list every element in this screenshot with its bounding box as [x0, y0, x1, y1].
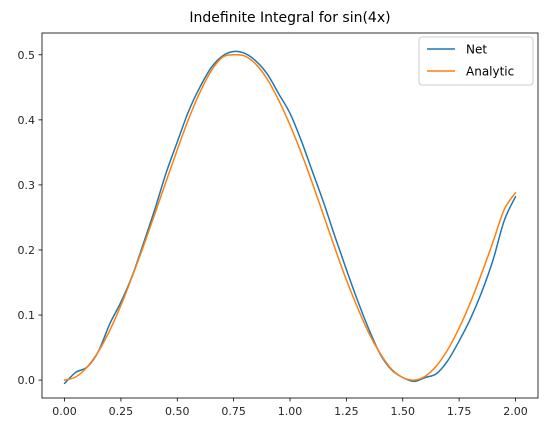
y-tick-label: 0.2 — [18, 244, 36, 257]
x-tick-label: 1.75 — [447, 405, 472, 418]
x-tick-label: 0.75 — [221, 405, 246, 418]
legend-label-analytic: Analytic — [466, 65, 514, 79]
x-tick-label: 1.25 — [334, 405, 359, 418]
x-axis: 0.00 0.25 0.50 0.75 1.00 1.25 1.50 1.75 2.00 — [52, 398, 528, 418]
x-tick-label: 1.00 — [278, 405, 303, 418]
y-tick-label: 0.4 — [18, 114, 36, 127]
series-line-analytic — [63, 53, 517, 381]
x-tick-label: 0.25 — [109, 405, 134, 418]
y-tick-label: 0.3 — [18, 179, 36, 192]
series-layer — [63, 50, 517, 385]
legend: Net Analytic — [418, 36, 534, 86]
y-tick-label: 0.0 — [18, 374, 36, 387]
legend-label-net: Net — [466, 43, 487, 57]
y-tick-label: 0.5 — [18, 49, 36, 62]
chart-title: Indefinite Integral for sin(4x) — [189, 10, 390, 26]
y-axis: 0.0 0.1 0.2 0.3 0.4 0.5 — [18, 49, 42, 387]
x-tick-label: 0.00 — [52, 405, 77, 418]
y-tick-label: 0.1 — [18, 309, 36, 322]
plot-area: 0.00 0.25 0.50 0.75 1.00 1.25 1.50 1.75 2.00 0.0… — [18, 32, 539, 418]
x-tick-label: 0.50 — [165, 405, 190, 418]
x-tick-label: 2.00 — [503, 405, 528, 418]
x-tick-label: 1.50 — [390, 405, 415, 418]
